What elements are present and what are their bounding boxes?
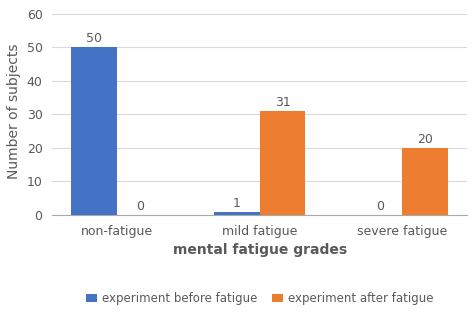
Text: 20: 20 <box>418 133 433 146</box>
Bar <box>402 148 448 215</box>
Bar <box>260 111 305 215</box>
X-axis label: mental fatigue grades: mental fatigue grades <box>173 243 346 257</box>
Bar <box>214 211 260 215</box>
Y-axis label: Number of subjects: Number of subjects <box>7 43 21 179</box>
Text: 50: 50 <box>86 32 102 45</box>
Text: 1: 1 <box>233 197 241 209</box>
Text: 31: 31 <box>274 96 291 109</box>
Text: 0: 0 <box>375 200 383 213</box>
Legend: experiment before fatigue, experiment after fatigue: experiment before fatigue, experiment af… <box>81 288 438 310</box>
Bar <box>71 47 117 215</box>
Text: 0: 0 <box>136 200 144 213</box>
